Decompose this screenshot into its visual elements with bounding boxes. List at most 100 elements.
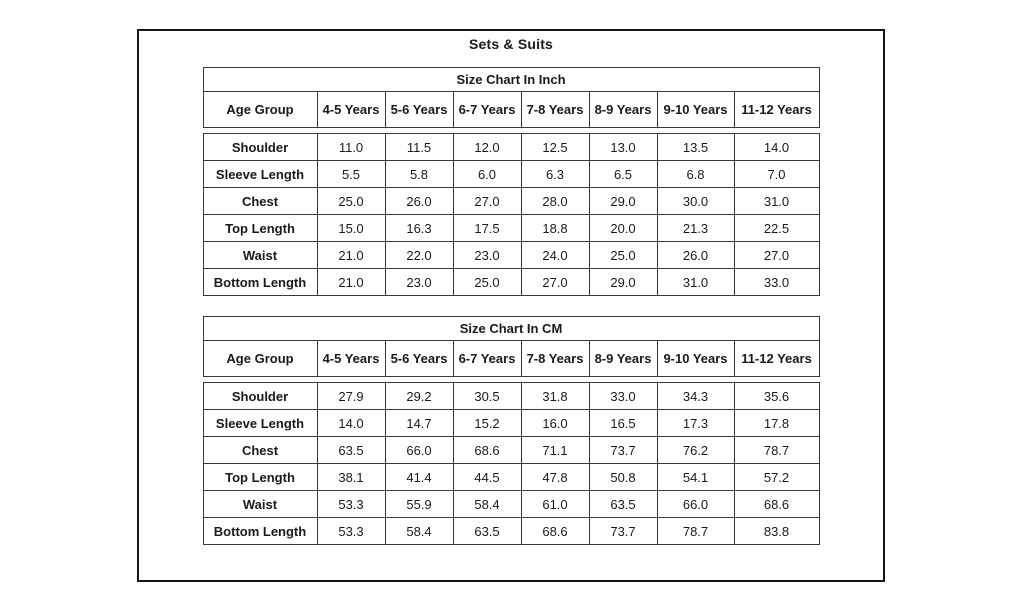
size-value-cell: 14.0	[733, 133, 820, 161]
size-value-cell: 22.0	[384, 241, 454, 269]
column-header: 8-9 Years	[588, 91, 658, 128]
size-value-cell: 6.8	[656, 160, 735, 188]
size-value-cell: 24.0	[520, 241, 590, 269]
size-value-cell: 12.5	[520, 133, 590, 161]
size-value-cell: 61.0	[520, 490, 590, 518]
size-value-cell: 26.0	[384, 187, 454, 215]
size-chart-cm: Size Chart In CM Age Group 4-5 Years 5-6 Y…	[202, 316, 820, 545]
size-value-cell: 15.2	[452, 409, 522, 437]
size-value-cell: 53.3	[316, 490, 386, 518]
table-body: Shoulder 11.0 11.5 12.0 12.5 13.0 13.5 14.0 Slee…	[202, 133, 820, 296]
column-header: 7-8 Years	[520, 91, 590, 128]
size-value-cell: 27.0	[733, 241, 820, 269]
size-value-cell: 63.5	[316, 436, 386, 464]
table-row: Shoulder 11.0 11.5 12.0 12.5 13.0 13.5 14.0	[202, 133, 820, 161]
size-chart-cm-body-table: Shoulder 27.9 29.2 30.5 31.8 33.0 34.3 35.6 Slee…	[202, 382, 820, 545]
row-label: Bottom Length	[202, 268, 318, 296]
size-value-cell: 63.5	[452, 517, 522, 545]
size-value-cell: 5.8	[384, 160, 454, 188]
table-caption: Size Chart In CM	[202, 316, 820, 341]
column-header: Age Group	[202, 340, 318, 377]
row-label: Top Length	[202, 214, 318, 242]
size-value-cell: 15.0	[316, 214, 386, 242]
column-header: 11-12 Years	[733, 91, 820, 128]
size-value-cell: 78.7	[733, 436, 820, 464]
size-value-cell: 6.5	[588, 160, 658, 188]
size-value-cell: 76.2	[656, 436, 735, 464]
size-value-cell: 66.0	[384, 436, 454, 464]
size-value-cell: 83.8	[733, 517, 820, 545]
row-label: Sleeve Length	[202, 160, 318, 188]
size-value-cell: 11.5	[384, 133, 454, 161]
size-value-cell: 33.0	[588, 382, 658, 410]
size-value-cell: 66.0	[656, 490, 735, 518]
size-value-cell: 23.0	[384, 268, 454, 296]
table-row: Chest 63.5 66.0 68.6 71.1 73.7 76.2 78.7	[202, 436, 820, 464]
size-value-cell: 33.0	[733, 268, 820, 296]
table-row: Top Length 38.1 41.4 44.5 47.8 50.8 54.1 57.2	[202, 463, 820, 491]
size-value-cell: 54.1	[656, 463, 735, 491]
size-value-cell: 22.5	[733, 214, 820, 242]
size-chart-inch-header-table: Size Chart In Inch Age Group 4-5 Years 5-6…	[202, 67, 820, 128]
size-value-cell: 68.6	[733, 490, 820, 518]
column-header-row: Age Group 4-5 Years 5-6 Years 6-7 Years 7-8 …	[202, 91, 820, 128]
size-value-cell: 29.0	[588, 268, 658, 296]
column-header: 9-10 Years	[656, 91, 735, 128]
size-value-cell: 30.5	[452, 382, 522, 410]
size-value-cell: 73.7	[588, 517, 658, 545]
size-value-cell: 29.2	[384, 382, 454, 410]
size-value-cell: 17.5	[452, 214, 522, 242]
size-value-cell: 20.0	[588, 214, 658, 242]
table-caption-row: Size Chart In Inch	[202, 67, 820, 92]
size-value-cell: 21.0	[316, 241, 386, 269]
size-value-cell: 73.7	[588, 436, 658, 464]
table-row: Waist 53.3 55.9 58.4 61.0 63.5 66.0 68.6	[202, 490, 820, 518]
column-header-row: Age Group 4-5 Years 5-6 Years 6-7 Years 7-8 …	[202, 340, 820, 377]
size-value-cell: 16.3	[384, 214, 454, 242]
size-value-cell: 58.4	[384, 517, 454, 545]
table-row: Chest 25.0 26.0 27.0 28.0 29.0 30.0 31.0	[202, 187, 820, 215]
size-value-cell: 58.4	[452, 490, 522, 518]
row-label: Chest	[202, 436, 318, 464]
size-value-cell: 16.0	[520, 409, 590, 437]
table-row: Top Length 15.0 16.3 17.5 18.8 20.0 21.3 22.5	[202, 214, 820, 242]
page-title: Sets & Suits	[468, 36, 554, 52]
size-value-cell: 16.5	[588, 409, 658, 437]
size-value-cell: 13.0	[588, 133, 658, 161]
size-value-cell: 27.0	[520, 268, 590, 296]
size-chart-inch-body-table: Shoulder 11.0 11.5 12.0 12.5 13.0 13.5 14.0 Slee…	[202, 133, 820, 296]
size-value-cell: 41.4	[384, 463, 454, 491]
column-header: 4-5 Years	[316, 340, 386, 377]
size-value-cell: 11.0	[316, 133, 386, 161]
size-value-cell: 57.2	[733, 463, 820, 491]
size-value-cell: 7.0	[733, 160, 820, 188]
size-value-cell: 25.0	[316, 187, 386, 215]
column-header: 7-8 Years	[520, 340, 590, 377]
size-value-cell: 30.0	[656, 187, 735, 215]
size-value-cell: 6.0	[452, 160, 522, 188]
size-value-cell: 55.9	[384, 490, 454, 518]
size-value-cell: 17.3	[656, 409, 735, 437]
column-header: 5-6 Years	[384, 91, 454, 128]
size-value-cell: 17.8	[733, 409, 820, 437]
table-caption: Size Chart In Inch	[202, 67, 820, 92]
column-header: 8-9 Years	[588, 340, 658, 377]
size-value-cell: 13.5	[656, 133, 735, 161]
row-label: Waist	[202, 490, 318, 518]
column-header: 9-10 Years	[656, 340, 735, 377]
size-value-cell: 68.6	[520, 517, 590, 545]
size-value-cell: 68.6	[452, 436, 522, 464]
size-value-cell: 18.8	[520, 214, 590, 242]
table-row: Sleeve Length 5.5 5.8 6.0 6.3 6.5 6.8 7.0	[202, 160, 820, 188]
size-value-cell: 71.1	[520, 436, 590, 464]
table-body: Shoulder 27.9 29.2 30.5 31.8 33.0 34.3 35.6 Slee…	[202, 382, 820, 545]
size-value-cell: 28.0	[520, 187, 590, 215]
row-label: Waist	[202, 241, 318, 269]
size-value-cell: 25.0	[452, 268, 522, 296]
size-value-cell: 31.0	[656, 268, 735, 296]
column-header: 6-7 Years	[452, 340, 522, 377]
size-value-cell: 29.0	[588, 187, 658, 215]
size-value-cell: 21.0	[316, 268, 386, 296]
row-label: Shoulder	[202, 382, 318, 410]
